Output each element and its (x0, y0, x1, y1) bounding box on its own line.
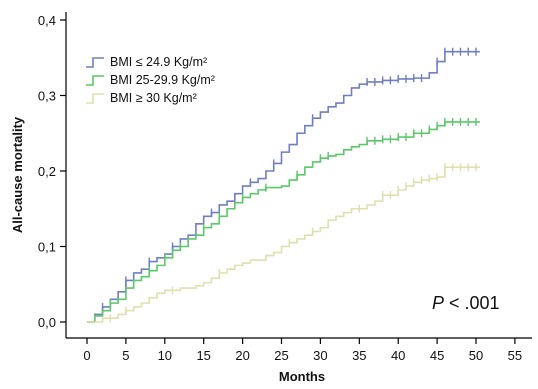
legend-swatch (86, 93, 104, 104)
x-axis-title: Months (279, 369, 325, 384)
axes: 0,0 0,1 0,2 0,3 0,4 0 5 10 15 20 25 30 35 40 45 50 55 (38, 12, 532, 363)
y-tick-label: 0,2 (38, 164, 56, 179)
series-1 (87, 47, 480, 323)
legend-entry-3: BMI ≥ 30 Kg/m² (86, 91, 197, 105)
legend-entry-1: BMI ≤ 24.9 Kg/m² (86, 55, 207, 69)
legend-label: BMI ≤ 24.9 Kg/m² (110, 55, 207, 69)
x-tick-label: 25 (274, 348, 288, 363)
x-tick-label: 5 (122, 348, 129, 363)
y-tick-label: 0,0 (38, 315, 56, 330)
legend-swatch (86, 75, 104, 86)
legend-swatch (86, 57, 104, 68)
x-tick-label: 30 (313, 348, 327, 363)
y-tick-label: 0,4 (38, 13, 56, 28)
x-tick-label: 55 (508, 348, 522, 363)
y-tick-label: 0,3 (38, 89, 56, 104)
p-value-rest: < .001 (444, 293, 500, 313)
x-tick-label: 35 (352, 348, 366, 363)
x-tick-label: 45 (430, 348, 444, 363)
x-tick-label: 15 (196, 348, 210, 363)
y-axis-title: All-cause mortality (10, 116, 25, 233)
series-3 (87, 163, 480, 323)
p-value-annotation: P < .001 (432, 293, 500, 313)
p-value-italic: P (432, 293, 444, 313)
x-tick-label: 0 (83, 348, 90, 363)
x-tick-label: 50 (469, 348, 483, 363)
legend-label: BMI ≥ 30 Kg/m² (110, 91, 197, 105)
series-2 (87, 117, 480, 323)
x-tick-label: 20 (235, 348, 249, 363)
legend-label: BMI 25-29.9 Kg/m² (110, 73, 215, 87)
series-layer (87, 47, 480, 323)
series-line-1 (87, 50, 480, 323)
legend-entry-2: BMI 25-29.9 Kg/m² (86, 73, 215, 87)
x-tick-label: 40 (391, 348, 405, 363)
x-tick-label: 10 (158, 348, 172, 363)
legend: BMI ≤ 24.9 Kg/m² BMI 25-29.9 Kg/m² BMI ≥ 3… (86, 55, 215, 105)
series-line-3 (87, 166, 480, 323)
y-tick-label: 0,1 (38, 240, 56, 255)
